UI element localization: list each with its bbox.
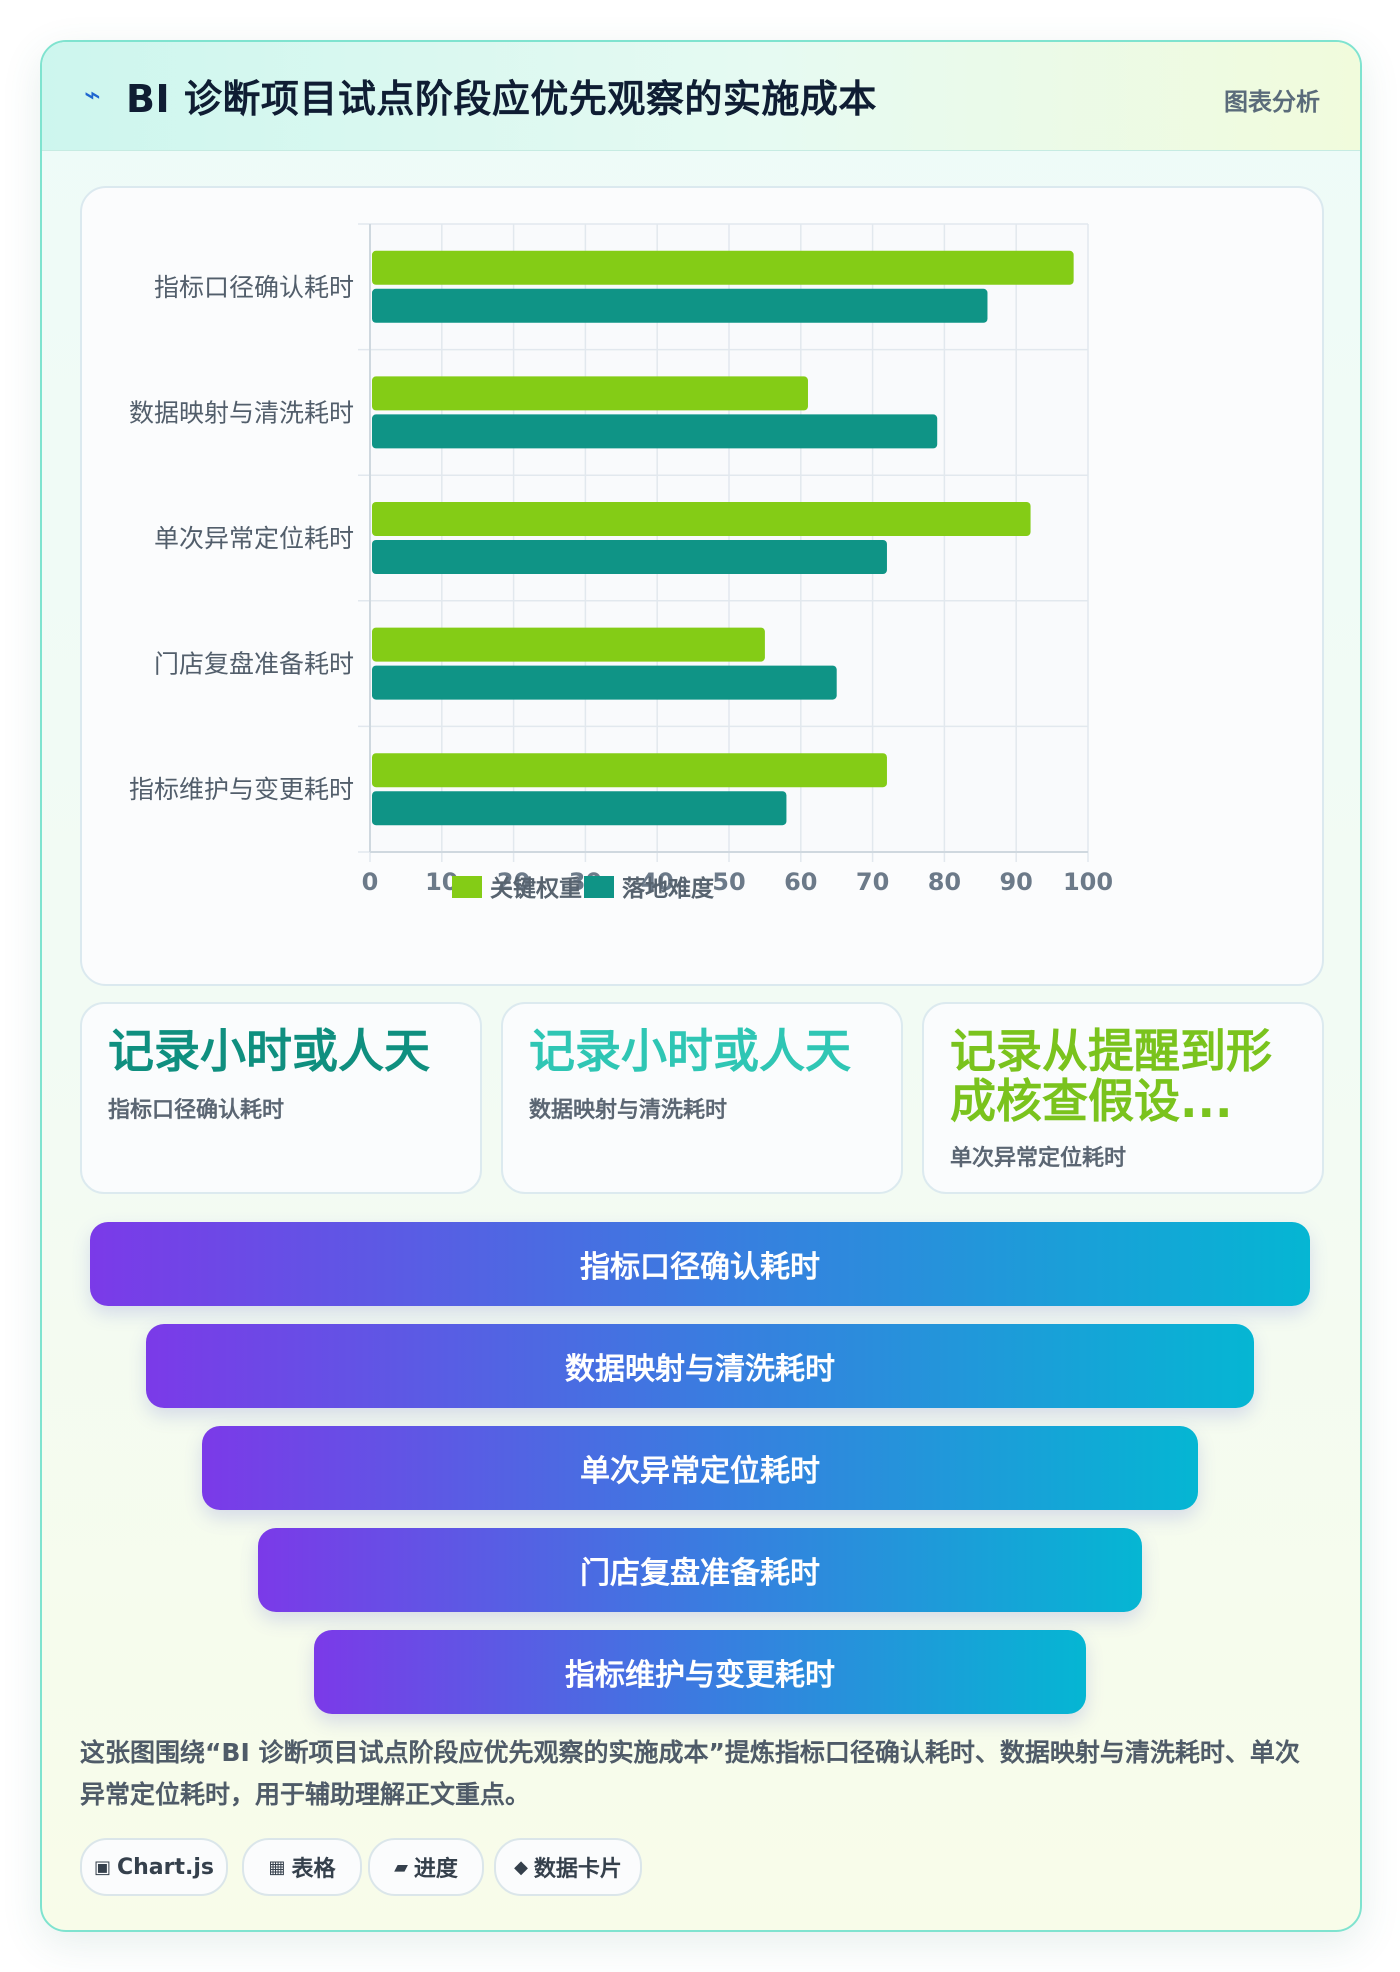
kpi-value: 记录从提醒到形成核查假设...	[950, 1024, 1272, 1128]
lightning-icon: ⌁	[84, 78, 101, 111]
bar-difficulty	[372, 288, 988, 323]
bar-difficulty	[372, 665, 837, 700]
x-tick-label: 90	[999, 868, 1032, 896]
x-tick-label: 20	[497, 868, 530, 896]
x-tick-label: 0	[362, 868, 379, 896]
x-tick-label: 80	[928, 868, 961, 896]
bar-key-weight	[372, 627, 765, 662]
category-label: 门店复盘准备耗时	[154, 650, 354, 679]
x-tick-label: 60	[784, 868, 817, 896]
kpi-card-2: 记录小时或人天 数据映射与清洗耗时	[501, 1002, 903, 1194]
card-header: ⌁ BI 诊断项目试点阶段应优先观察的实施成本 图表分析	[42, 42, 1360, 151]
report-card: ⌁ BI 诊断项目试点阶段应优先观察的实施成本 图表分析 指标口径确认耗时 数据映…	[40, 40, 1362, 1932]
diamond-icon: ◆	[514, 1856, 528, 1878]
bar-key-weight	[372, 376, 808, 411]
kpi-value: 记录小时或人天	[529, 1024, 851, 1078]
legend-label: 落地难度	[622, 875, 715, 902]
category-label: 单次异常定位耗时	[154, 524, 354, 553]
kpi-label: 数据映射与清洗耗时	[529, 1098, 728, 1123]
chip-label: 表格	[291, 1857, 336, 1882]
chip-progress[interactable]: ▰ 进度	[368, 1838, 484, 1896]
bar-key-weight	[372, 502, 1031, 536]
x-tick-label: 70	[856, 868, 889, 896]
progress-icon: ▰	[394, 1856, 408, 1878]
category-label: 指标口径确认耗时	[154, 273, 354, 302]
page-title: BI 诊断项目试点阶段应优先观察的实施成本	[126, 77, 877, 121]
legend-label: 关键权重	[490, 875, 582, 902]
chip-label: 进度	[413, 1857, 458, 1882]
x-tick-label: 50	[712, 868, 745, 896]
category-label: 指标维护与变更耗时	[129, 775, 354, 804]
kpi-card-1: 记录小时或人天 指标口径确认耗时	[80, 1002, 482, 1194]
x-tick-label: 100	[1063, 868, 1113, 896]
kpi-label: 指标口径确认耗时	[108, 1098, 285, 1123]
bar-chart: 指标口径确认耗时数据映射与清洗耗时单次异常定位耗时门店复盘准备耗时指标维护与变更…	[129, 223, 1113, 902]
bar-difficulty	[372, 414, 938, 449]
kpi-value: 记录小时或人天	[108, 1024, 430, 1078]
summary-text: 这张图围绕“BI 诊断项目试点阶段应优先观察的实施成本”提炼指标口径确认耗时、数…	[80, 1738, 1300, 1809]
bar-key-weight	[372, 250, 1074, 285]
table-icon: ▦	[268, 1856, 286, 1878]
chip-label: Chart.js	[117, 1854, 215, 1880]
funnel-step-2: 数据映射与清洗耗时	[146, 1324, 1254, 1408]
kpi-label: 单次异常定位耗时	[950, 1146, 1127, 1171]
kpi-card-3: 记录从提醒到形成核查假设... 单次异常定位耗时	[922, 1002, 1324, 1194]
chip-chartjs[interactable]: ▣ Chart.js	[80, 1838, 228, 1896]
funnel-step-5: 指标维护与变更耗时	[314, 1630, 1086, 1714]
bar-key-weight	[372, 753, 887, 788]
funnel-step-1: 指标口径确认耗时	[90, 1222, 1310, 1306]
chart-analysis-badge: 图表分析	[1224, 88, 1320, 116]
funnel-step-4: 门店复盘准备耗时	[258, 1528, 1142, 1612]
legend-swatch	[584, 876, 614, 898]
funnel-step-3: 单次异常定位耗时	[202, 1426, 1198, 1510]
chip-data-card[interactable]: ◆ 数据卡片	[494, 1838, 642, 1896]
x-tick-label: 40	[640, 868, 673, 896]
bar-chart-panel: 指标口径确认耗时数据映射与清洗耗时单次异常定位耗时 门店复盘准备耗时指标维护与变更…	[80, 186, 1324, 986]
legend-swatch	[452, 876, 482, 898]
chart-icon: ▣	[93, 1856, 111, 1878]
category-label: 数据映射与清洗耗时	[129, 398, 354, 427]
chip-table[interactable]: ▦ 表格	[242, 1838, 362, 1896]
bar-difficulty	[372, 540, 887, 574]
bar-difficulty	[372, 791, 787, 826]
chip-label: 数据卡片	[533, 1857, 622, 1882]
